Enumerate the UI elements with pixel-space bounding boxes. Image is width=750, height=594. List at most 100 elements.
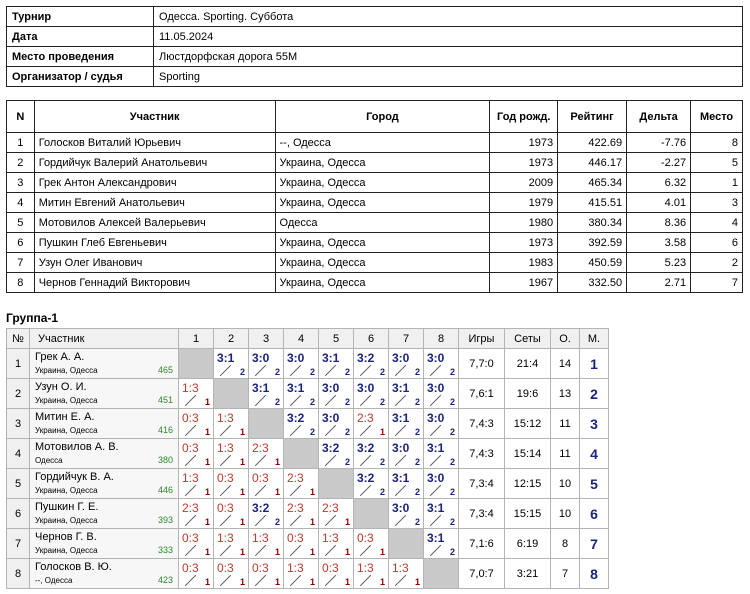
match-result-cell[interactable]: 3:0 2: [423, 348, 459, 379]
group-row-num: 2: [6, 378, 30, 409]
match-result-cell[interactable]: 0:3 1: [283, 528, 319, 559]
match-result-cell[interactable]: 3:0 2: [388, 498, 424, 529]
match-result-cell[interactable]: 3:1 2: [388, 408, 424, 439]
participants-header: Рейтинг: [557, 100, 628, 133]
match-result-cell[interactable]: 2:3 1: [178, 498, 214, 529]
match-result-cell[interactable]: 3:0 2: [423, 468, 459, 499]
match-result-cell[interactable]: 3:1 2: [423, 528, 459, 559]
match-points: 1: [309, 547, 315, 557]
info-row: Дата 11.05.2024: [6, 26, 743, 47]
match-result-cell[interactable]: 3:2 2: [248, 498, 284, 529]
match-result-cell[interactable]: 3:1 2: [388, 468, 424, 499]
match-points: 2: [449, 487, 455, 497]
sets-cell: 15:14: [504, 438, 551, 469]
match-points: 2: [414, 487, 420, 497]
match-result-cell[interactable]: 3:2 2: [283, 408, 319, 439]
match-result-cell[interactable]: 1:3 1: [213, 438, 249, 469]
match-result-cell[interactable]: 2:3 1: [248, 438, 284, 469]
player-rating: 465: [157, 365, 173, 375]
match-result-cell[interactable]: 0:3 1: [318, 558, 354, 589]
match-result-cell[interactable]: 2:3 1: [353, 408, 389, 439]
match-result-cell[interactable]: 0:3 1: [213, 468, 249, 499]
result-divider: [254, 364, 267, 377]
participant-cell: 5: [6, 212, 35, 233]
match-result-cell[interactable]: 1:3 1: [318, 528, 354, 559]
sets-cell: 6:19: [504, 528, 551, 559]
result-divider: [184, 424, 197, 437]
player-city: Украина, Одесса: [35, 546, 98, 555]
result-divider: [394, 424, 407, 437]
match-result-cell[interactable]: 0:3 1: [213, 558, 249, 589]
participant-cell: 3: [690, 192, 743, 213]
match-result-cell[interactable]: 1:3 1: [213, 528, 249, 559]
participant-cell: 2: [690, 252, 743, 273]
match-result-cell[interactable]: 3:1 2: [423, 498, 459, 529]
participants-header: Год рожд.: [489, 100, 559, 133]
match-result-cell[interactable]: 3:1 2: [213, 348, 249, 379]
result-divider: [219, 484, 232, 497]
match-result-cell[interactable]: 3:2 2: [318, 438, 354, 469]
match-result-cell[interactable]: 1:3 1: [388, 558, 424, 589]
match-points: 1: [204, 397, 210, 407]
match-result-cell[interactable]: 0:3 1: [248, 558, 284, 589]
player-name: Митин Е. А.: [35, 411, 95, 423]
match-result-cell[interactable]: 1:3 1: [283, 558, 319, 589]
match-result-cell[interactable]: 0:3 1: [178, 438, 214, 469]
match-result-cell[interactable]: 3:0 2: [318, 408, 354, 439]
match-result-cell[interactable]: 1:3 1: [353, 558, 389, 589]
match-result-cell[interactable]: 3:2 2: [353, 348, 389, 379]
match-score: 2:3: [287, 501, 304, 515]
match-result-cell[interactable]: 3:0 2: [248, 348, 284, 379]
info-label: Организатор / судья: [6, 66, 154, 87]
match-result-cell[interactable]: 2:3 1: [318, 498, 354, 529]
match-result-cell[interactable]: 3:1 2: [318, 348, 354, 379]
participant-row: 1 Голосков Виталий Юрьевич --, Одесса 1973 4…: [6, 132, 743, 153]
participant-cell: -2.27: [626, 152, 692, 173]
match-result-cell[interactable]: 0:3 1: [178, 558, 214, 589]
group-row: 5 Гордийчук В. А. Украина, Одесса 446 1:3 1 0:…: [6, 468, 609, 499]
match-result-cell[interactable]: 3:2 2: [353, 468, 389, 499]
result-divider: [289, 574, 302, 587]
match-score: 3:0: [357, 381, 375, 395]
match-result-cell[interactable]: 1:3 1: [178, 468, 214, 499]
match-result-cell[interactable]: 0:3 1: [353, 528, 389, 559]
match-result-cell[interactable]: 3:0 2: [388, 348, 424, 379]
match-score: 1:3: [182, 381, 199, 395]
result-divider: [219, 514, 232, 527]
match-score: 2:3: [182, 501, 199, 515]
match-result-cell[interactable]: 3:0 2: [353, 378, 389, 409]
player-rating: 451: [157, 395, 173, 405]
match-result-cell[interactable]: 3:1 2: [388, 378, 424, 409]
match-points: 1: [379, 427, 385, 437]
match-result-cell[interactable]: 2:3 1: [283, 498, 319, 529]
match-score: 3:2: [287, 411, 305, 425]
match-points: 1: [344, 517, 350, 527]
match-result-cell[interactable]: 0:3 1: [213, 498, 249, 529]
match-result-cell[interactable]: 0:3 1: [178, 528, 214, 559]
participant-cell: 8: [690, 132, 743, 153]
player-city: Украина, Одесса: [35, 516, 98, 525]
match-result-cell[interactable]: 3:0 2: [423, 408, 459, 439]
info-label: Место проведения: [6, 46, 154, 67]
match-score: 3:1: [322, 351, 340, 365]
match-result-cell[interactable]: 1:3 1: [178, 378, 214, 409]
match-points: 1: [204, 577, 210, 587]
match-result-cell[interactable]: 3:1 2: [283, 378, 319, 409]
match-result-cell[interactable]: 0:3 1: [178, 408, 214, 439]
match-result-cell[interactable]: 3:2 2: [353, 438, 389, 469]
match-result-cell[interactable]: 2:3 1: [283, 468, 319, 499]
match-result-cell[interactable]: 3:1 2: [248, 378, 284, 409]
match-result-cell[interactable]: 3:0 2: [423, 378, 459, 409]
sets-cell: 15:12: [504, 408, 551, 439]
match-result-cell[interactable]: 3:0 2: [283, 348, 319, 379]
match-result-cell[interactable]: 0:3 1: [248, 468, 284, 499]
match-result-cell[interactable]: 1:3 1: [213, 408, 249, 439]
match-result-cell[interactable]: 1:3 1: [248, 528, 284, 559]
result-divider: [394, 514, 407, 527]
cross-header-col: 7: [388, 328, 424, 349]
info-row: Место проведения Люстдорфская дорога 55М: [6, 46, 743, 67]
result-divider: [289, 514, 302, 527]
match-result-cell[interactable]: 3:0 2: [388, 438, 424, 469]
match-result-cell[interactable]: 3:0 2: [318, 378, 354, 409]
match-result-cell[interactable]: 3:1 2: [423, 438, 459, 469]
